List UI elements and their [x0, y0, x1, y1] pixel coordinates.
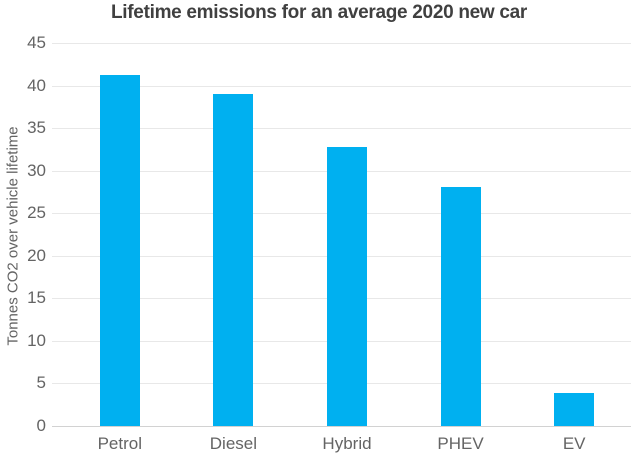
gridline-45	[52, 43, 631, 44]
bar-ev	[554, 392, 595, 426]
y-tick-label-35: 35	[27, 118, 46, 138]
y-tick-label-0: 0	[36, 416, 46, 435]
gridline-40	[52, 85, 631, 87]
x-axis-tick-labels: Petrol Diesel Hybrid PHEV EV	[63, 434, 631, 454]
bar-slot-phev	[404, 43, 518, 426]
y-tick-label-40: 40	[27, 75, 46, 95]
y-tick-label-20: 20	[27, 245, 46, 265]
y-tick-label-15: 15	[27, 288, 46, 308]
y-tick-label-30: 30	[27, 160, 46, 180]
bar-slot-ev	[517, 43, 631, 426]
bar-petrol	[99, 75, 140, 426]
chart-title: Lifetime emissions for an average 2020 n…	[110, 2, 527, 23]
y-tick-label-10: 10	[27, 330, 46, 350]
bar-series	[63, 43, 631, 426]
x-tick-label-ev: EV	[562, 434, 586, 453]
y-tick-label-45: 45	[27, 33, 46, 52]
x-tick-label-petrol: Petrol	[97, 434, 142, 453]
bar-diesel	[213, 94, 254, 426]
bar-hybrid	[326, 146, 367, 426]
x-tick-label-phev: PHEV	[437, 434, 484, 453]
bar-slot-petrol	[63, 43, 177, 426]
x-tick-label-hybrid: Hybrid	[322, 434, 372, 453]
gridline-35	[52, 128, 631, 130]
bar-slot-diesel	[177, 43, 291, 426]
y-tick-label-5: 5	[36, 373, 46, 393]
y-axis-tick-labels: 0 5 10 15 20 25 30 35 40 45	[0, 0, 46, 462]
bar-slot-hybrid	[290, 43, 404, 426]
bar-phev	[440, 186, 481, 426]
y-tick-label-25: 25	[27, 203, 46, 223]
gridline-0	[52, 426, 631, 427]
x-tick-label-diesel: Diesel	[209, 434, 258, 453]
